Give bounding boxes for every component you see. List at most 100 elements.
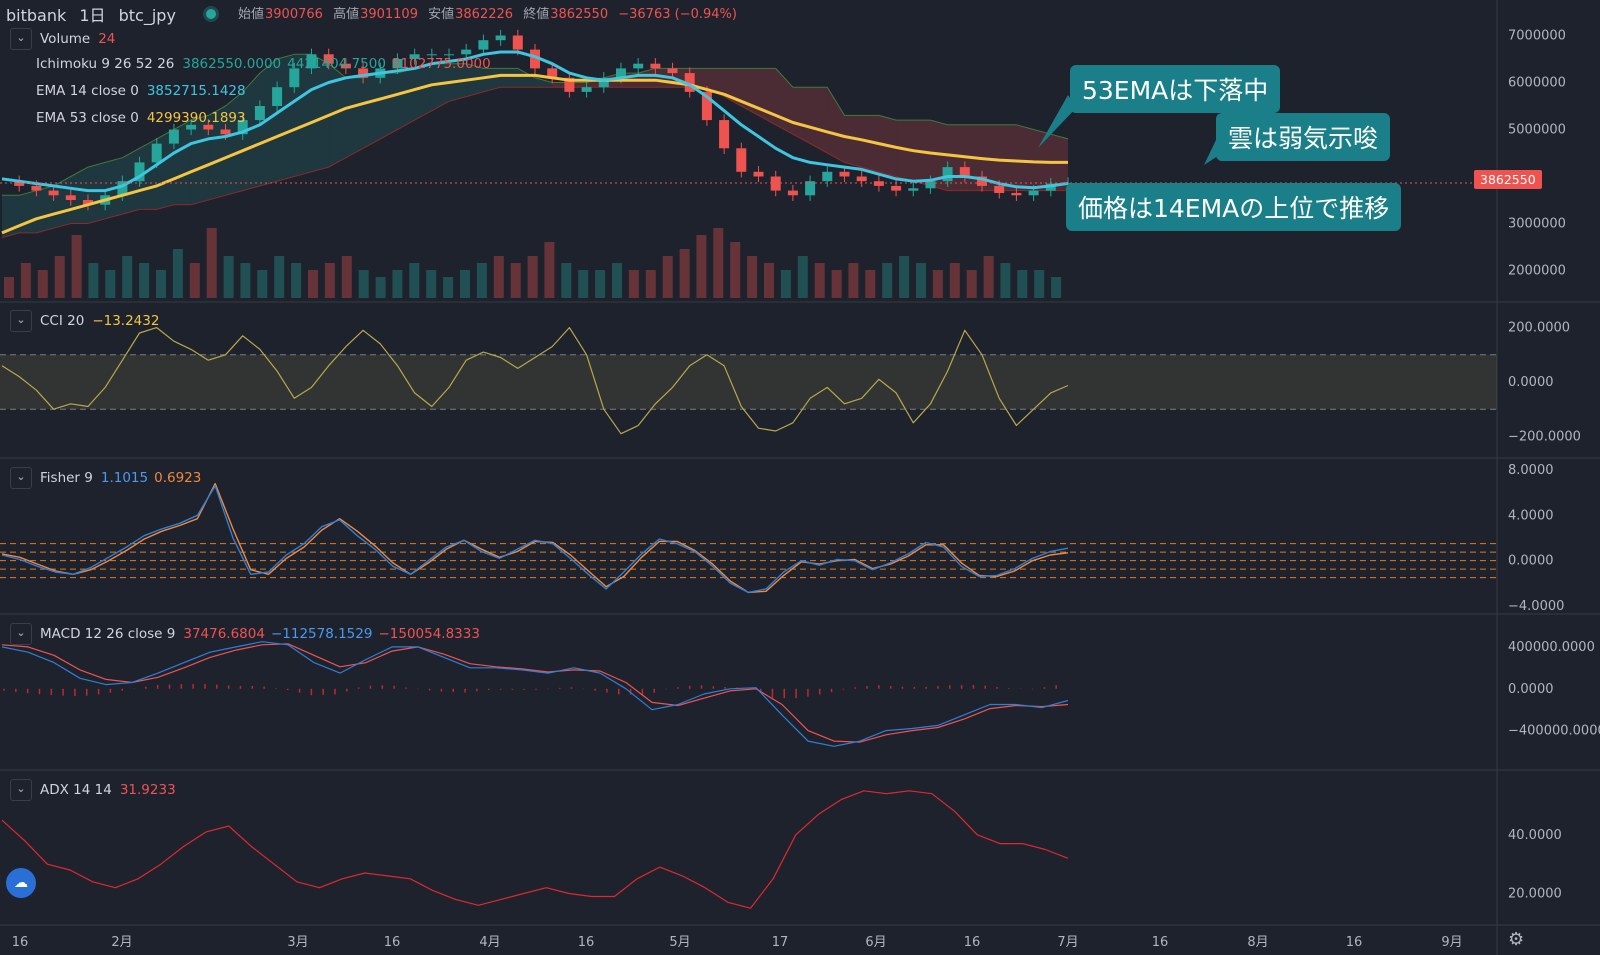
legend-adx-name: ADX 14 14 — [40, 782, 112, 798]
open-label: 始値 — [238, 7, 265, 22]
change-value: −36763 (−0.94%) — [618, 7, 737, 22]
candle-body — [151, 143, 162, 163]
volume-bar — [189, 263, 200, 298]
candle-body — [392, 59, 403, 69]
legend-ichimoku-v3: 5102775.0000 — [391, 56, 491, 72]
low-label: 安値 — [428, 7, 455, 22]
time-axis-label: 17 — [772, 935, 789, 950]
volume-bar — [308, 270, 318, 298]
volume-bar — [274, 256, 285, 298]
volume-bar — [527, 256, 538, 298]
ichimoku-cloud-segment — [982, 124, 1000, 191]
ichimoku-span-a — [2, 53, 1069, 196]
price-axis-label: 5000000 — [1508, 123, 1566, 138]
macd-line — [1, 641, 1069, 747]
ichimoku-cloud-segment — [896, 120, 914, 182]
legend-volume[interactable]: ⌄ Volume 24 — [10, 28, 121, 50]
legend-fisher-name: Fisher 9 — [40, 470, 93, 486]
macd-axis-label: 400000.0000 — [1508, 640, 1595, 655]
volume-bar — [291, 263, 302, 298]
ichimoku-cloud-segment — [380, 73, 398, 139]
legend-ema53[interactable]: EMA 53 close 0 4299390.1893 — [36, 110, 252, 126]
candle-body — [478, 40, 489, 50]
interval-label[interactable]: 1日 — [79, 6, 106, 25]
volume-bar — [341, 256, 352, 298]
high-value: 3901109 — [360, 7, 418, 22]
candle-body — [839, 171, 850, 177]
candle-body — [564, 77, 575, 92]
close-value: 3862550 — [550, 7, 609, 22]
cci-line — [1, 327, 1069, 435]
ichimoku-cloud-segment — [535, 77, 553, 88]
fisher-axis-label: −4.0000 — [1508, 599, 1564, 614]
candle-body — [203, 124, 214, 130]
legend-ichimoku-name: Ichimoku 9 26 52 26 — [36, 56, 175, 72]
legend-adx[interactable]: ⌄ ADX 14 14 31.9233 — [10, 779, 182, 801]
adx-line — [1, 790, 1069, 909]
ichimoku-cloud-segment — [810, 87, 828, 153]
volume-bar — [612, 263, 622, 298]
volume-bar — [105, 270, 116, 298]
candle-body — [581, 87, 592, 92]
volume-bar — [54, 256, 65, 298]
close-label: 終値 — [523, 7, 550, 22]
candle-body — [186, 124, 197, 130]
volume-bar — [966, 270, 977, 298]
legend-fisher[interactable]: ⌄ Fisher 9 1.1015 0.6923 — [10, 467, 207, 489]
candle-body — [31, 185, 42, 191]
ema14-line — [1, 50, 1069, 193]
legend-volume-value: 24 — [98, 31, 116, 47]
price-axis-label: 2000000 — [1508, 264, 1566, 279]
ichimoku-cloud-segment — [483, 68, 501, 92]
ichimoku-cloud-segment — [363, 73, 381, 149]
legend-ema14-value: 3852715.1428 — [146, 83, 246, 99]
candle-body — [461, 49, 472, 55]
candle-body — [616, 68, 626, 78]
chevron-down-icon[interactable]: ⌄ — [10, 310, 32, 332]
candle-body — [134, 162, 145, 182]
chevron-down-icon[interactable]: ⌄ — [10, 28, 32, 50]
time-axis-label: 5月 — [669, 935, 690, 950]
macd-signal-line — [1, 643, 1069, 743]
legend-cci[interactable]: ⌄ CCI 20 −13.2432 — [10, 310, 165, 332]
chevron-down-icon[interactable]: ⌄ — [10, 467, 32, 489]
volume-bar — [375, 277, 386, 298]
candle-body — [925, 181, 936, 189]
tradingview-cloud-icon[interactable]: ☁ — [6, 868, 36, 898]
volume-bar — [426, 270, 437, 298]
candle-body — [994, 185, 1005, 193]
symbol-label[interactable]: btc_jpy — [118, 6, 176, 25]
chevron-down-icon[interactable]: ⌄ — [10, 779, 32, 801]
legend-ema14[interactable]: EMA 14 close 0 3852715.1428 — [36, 83, 252, 99]
legend-ema53-value: 4299390.1893 — [146, 110, 246, 126]
volume-bar — [324, 263, 335, 298]
time-axis-label: 9月 — [1441, 935, 1462, 950]
legend-macd[interactable]: ⌄ MACD 12 26 close 9 37476.6804 −112578.152… — [10, 623, 486, 645]
candle-body — [530, 49, 540, 69]
volume-bar — [476, 263, 487, 298]
cci-axis-label: −200.0000 — [1508, 429, 1581, 444]
volume-bar — [797, 256, 808, 298]
candle-body — [358, 68, 369, 78]
candle-body — [977, 176, 987, 186]
volume-bar — [865, 270, 876, 298]
ichimoku-cloud-segment — [1016, 124, 1034, 191]
volume-bar — [882, 263, 893, 298]
gear-icon[interactable]: ⚙ — [1508, 929, 1525, 950]
fisher-main-line — [1, 485, 1069, 594]
candle-body — [1028, 190, 1039, 196]
volume-bar — [493, 256, 504, 298]
macd-axis-label: 0.0000 — [1508, 682, 1554, 697]
legend-ichimoku[interactable]: Ichimoku 9 26 52 26 3862550.0000 4421404.7… — [36, 56, 497, 72]
callout-cloud: 雲は弱気示唆 — [1216, 113, 1391, 161]
adx-axis-label: 20.0000 — [1508, 887, 1562, 902]
high-label: 高値 — [333, 7, 360, 22]
candle-body — [701, 91, 712, 121]
volume-bar — [1000, 263, 1011, 298]
volume-bar — [37, 270, 48, 298]
volume-bar — [409, 263, 420, 298]
volume-bar — [240, 263, 251, 298]
volume-bar — [831, 270, 842, 298]
chevron-down-icon[interactable]: ⌄ — [10, 623, 32, 645]
